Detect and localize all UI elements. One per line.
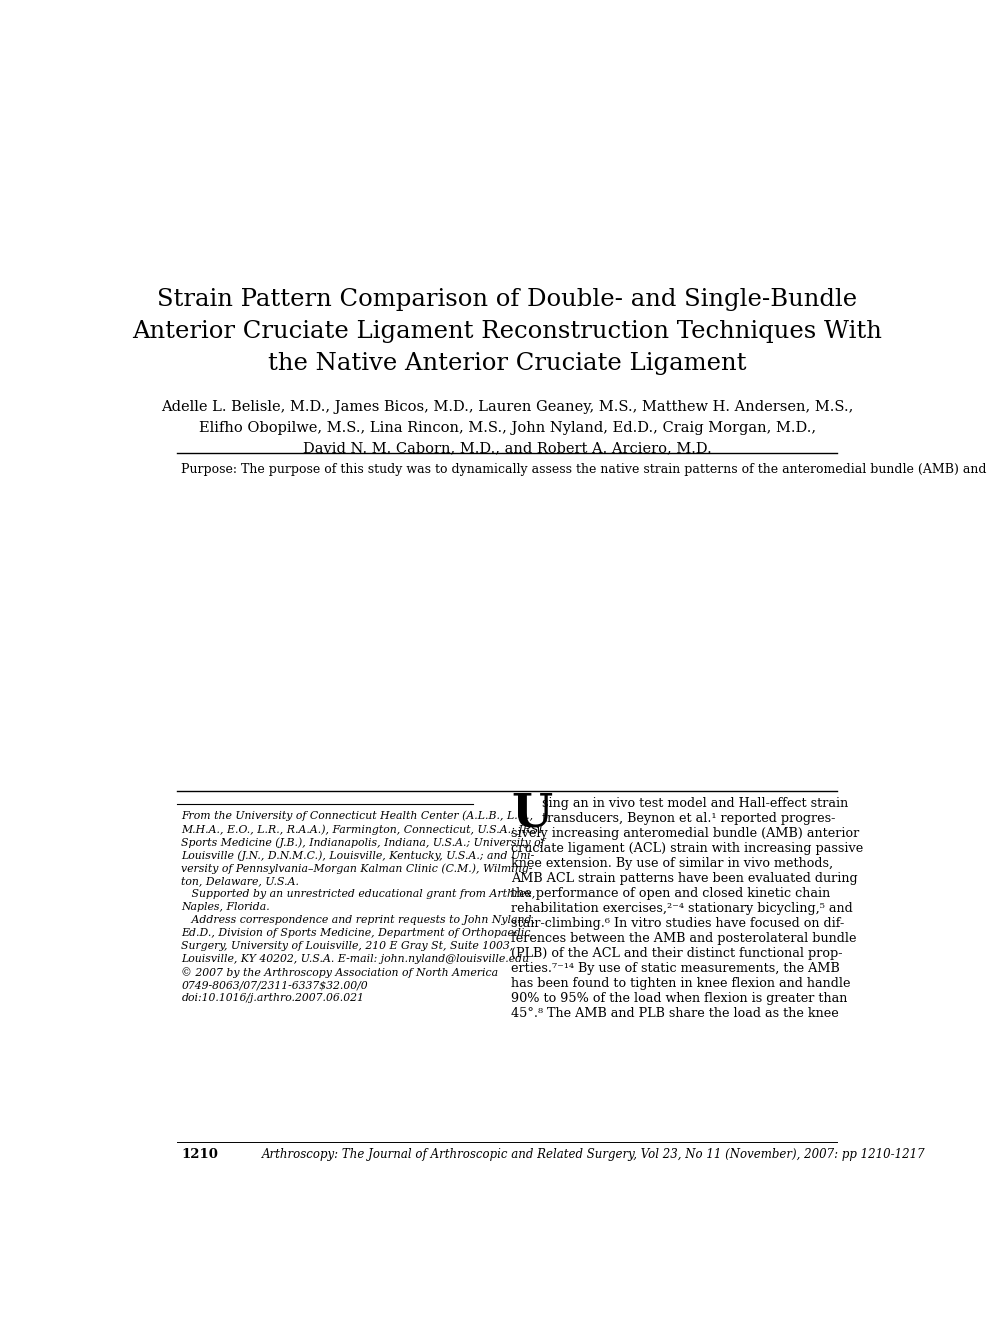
Text: Strain Pattern Comparison of Double- and Single-Bundle
Anterior Cruciate Ligamen: Strain Pattern Comparison of Double- and…	[133, 289, 882, 375]
Text: © 2007 by the Arthroscopy Association of North America: © 2007 by the Arthroscopy Association of…	[181, 968, 498, 978]
Text: cruciate ligament (ACL) strain with increasing passive: cruciate ligament (ACL) strain with incr…	[511, 842, 863, 855]
Text: 0749-8063/07/2311-6337$32.00/0: 0749-8063/07/2311-6337$32.00/0	[181, 979, 368, 990]
Text: Surgery, University of Louisville, 210 E Gray St, Suite 1003,: Surgery, University of Louisville, 210 E…	[181, 941, 514, 950]
Text: Sports Medicine (J.B.), Indianapolis, Indiana, U.S.A.; University of: Sports Medicine (J.B.), Indianapolis, In…	[181, 837, 544, 847]
Text: AMB ACL strain patterns have been evaluated during: AMB ACL strain patterns have been evalua…	[511, 873, 858, 884]
Text: Purpose: The purpose of this study was to dynamically assess the native strain p: Purpose: The purpose of this study was t…	[181, 463, 990, 477]
Text: Supported by an unrestricted educational grant from Arthrex,: Supported by an unrestricted educational…	[181, 888, 536, 899]
Text: Address correspondence and reprint requests to John Nyland,: Address correspondence and reprint reque…	[181, 915, 536, 925]
Text: has been found to tighten in knee flexion and handle: has been found to tighten in knee flexio…	[511, 977, 850, 990]
Text: Adelle L. Belisle, M.D., James Bicos, M.D., Lauren Geaney, M.S., Matthew H. Ande: Adelle L. Belisle, M.D., James Bicos, M.…	[161, 400, 853, 455]
Text: the performance of open and closed kinetic chain: the performance of open and closed kinet…	[511, 887, 831, 900]
Text: erties.⁷⁻¹⁴ By use of static measurements, the AMB: erties.⁷⁻¹⁴ By use of static measurement…	[511, 962, 840, 975]
Text: Ed.D., Division of Sports Medicine, Department of Orthopaedic: Ed.D., Division of Sports Medicine, Depa…	[181, 928, 531, 939]
Text: Louisville (J.N., D.N.M.C.), Louisville, Kentucky, U.S.A.; and Uni-: Louisville (J.N., D.N.M.C.), Louisville,…	[181, 850, 535, 861]
Text: sing an in vivo test model and Hall-effect strain: sing an in vivo test model and Hall-effe…	[542, 797, 848, 809]
Text: stair-climbing.⁶ In vitro studies have focused on dif-: stair-climbing.⁶ In vitro studies have f…	[511, 917, 844, 931]
Text: (PLB) of the ACL and their distinct functional prop-: (PLB) of the ACL and their distinct func…	[511, 948, 842, 960]
Text: rehabilitation exercises,²⁻⁴ stationary bicycling,⁵ and: rehabilitation exercises,²⁻⁴ stationary …	[511, 902, 853, 915]
Text: ton, Delaware, U.S.A.: ton, Delaware, U.S.A.	[181, 876, 299, 886]
Text: Naples, Florida.: Naples, Florida.	[181, 902, 270, 912]
Text: Louisville, KY 40202, U.S.A. E-mail: john.nyland@louisville.edu: Louisville, KY 40202, U.S.A. E-mail: joh…	[181, 954, 530, 964]
Text: 45°.⁸ The AMB and PLB share the load as the knee: 45°.⁸ The AMB and PLB share the load as …	[511, 1007, 839, 1020]
Text: sively increasing anteromedial bundle (AMB) anterior: sively increasing anteromedial bundle (A…	[511, 826, 859, 840]
Text: Arthroscopy: The Journal of Arthroscopic and Related Surgery, Vol 23, No 11 (Nov: Arthroscopy: The Journal of Arthroscopic…	[261, 1148, 926, 1162]
Text: doi:10.1016/j.arthro.2007.06.021: doi:10.1016/j.arthro.2007.06.021	[181, 993, 364, 1003]
Text: transducers, Beynon et al.¹ reported progres-: transducers, Beynon et al.¹ reported pro…	[542, 812, 836, 825]
Text: From the University of Connecticut Health Center (A.L.B., L.G.,: From the University of Connecticut Healt…	[181, 810, 534, 821]
Text: ferences between the AMB and posterolateral bundle: ferences between the AMB and posterolate…	[511, 932, 856, 945]
Text: knee extension. By use of similar in vivo methods,: knee extension. By use of similar in viv…	[511, 857, 834, 870]
Text: 1210: 1210	[181, 1148, 218, 1162]
Text: U: U	[511, 791, 552, 837]
Text: 90% to 95% of the load when flexion is greater than: 90% to 95% of the load when flexion is g…	[511, 993, 847, 1006]
Text: versity of Pennsylvania–Morgan Kalman Clinic (C.M.), Wilming-: versity of Pennsylvania–Morgan Kalman Cl…	[181, 863, 533, 874]
Text: M.H.A., E.O., L.R., R.A.A.), Farmington, Connecticut, U.S.A.; JRSI: M.H.A., E.O., L.R., R.A.A.), Farmington,…	[181, 824, 543, 834]
